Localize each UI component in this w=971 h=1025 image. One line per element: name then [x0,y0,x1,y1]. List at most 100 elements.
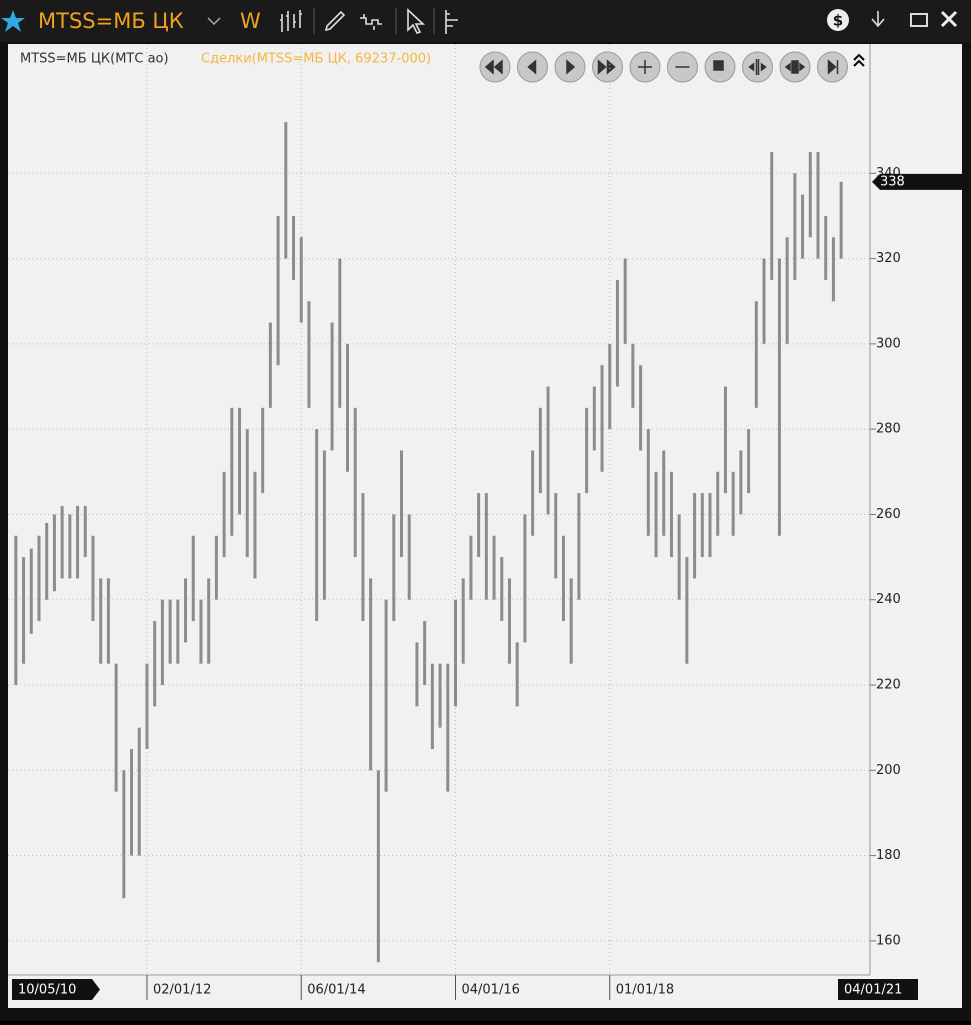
price-bar [492,535,496,600]
price-bar [839,181,843,259]
price-bar [600,365,604,472]
price-bar [83,505,87,558]
navigation-buttons [479,51,848,83]
price-bar [446,663,450,792]
price-bar [45,522,49,600]
minimize-button[interactable] [910,13,928,27]
price-bar [677,514,681,600]
symbol-dropdown[interactable] [207,17,221,26]
price-bar [376,770,380,963]
price-bar [14,535,18,686]
price-bar [608,343,612,430]
price-bar [153,621,157,707]
last-value-tag [872,173,964,190]
price-bar [669,471,673,558]
price-bar [353,407,357,558]
price-bar [52,514,56,592]
currency-button[interactable] [827,9,849,31]
download-button[interactable] [871,11,885,28]
price-bar [793,173,797,280]
price-bar [230,407,234,536]
price-bar [400,450,404,558]
price-bar [299,237,303,323]
date-tag-arrow [92,979,100,1000]
price-bar [762,258,766,344]
price-bar [207,578,211,664]
price-bar [484,493,488,600]
x-tick-label: 10/05/10 [18,983,76,998]
price-bar [284,122,288,259]
price-bar [346,343,350,472]
price-bar [716,471,720,536]
period[interactable]: W [240,9,261,33]
price-bar [538,407,542,494]
price-bar [785,237,789,344]
price-bar [685,557,689,664]
nav-icon [638,60,652,74]
close-button[interactable] [940,10,958,28]
price-bar [415,642,419,707]
price-bar [76,505,80,579]
price-bar [29,548,33,634]
price-bar [654,471,658,558]
nav-icon [484,59,503,75]
price-bar [60,505,64,579]
price-bar [646,429,650,536]
chart-type-button[interactable] [280,10,302,32]
price-bar [615,279,619,387]
draw-button[interactable] [324,10,346,32]
price-bar [831,237,835,302]
price-bar [731,471,735,536]
price-bar [199,599,203,664]
price-bar [261,407,265,494]
price-bar [392,514,396,622]
nav-icon [748,59,767,75]
nav-button[interactable] [742,51,773,83]
collapse-button[interactable] [853,53,865,67]
price-bar [507,578,511,664]
price-bar [145,663,149,749]
price-bar [708,493,712,558]
price-bar [477,493,481,558]
nav-icon [597,59,616,75]
price-bar [438,663,442,728]
nav-icon [566,59,576,75]
price-bar [268,322,272,408]
price-bar [176,599,180,664]
price-bar [276,215,280,366]
price-bar [137,727,141,856]
price-bar [315,429,319,622]
price-bar [407,514,411,600]
price-bar [91,535,95,622]
price-bar [453,599,457,707]
date-tag [12,979,92,1000]
price-bar [106,578,110,664]
price-bar [747,429,751,494]
nav-icon [713,60,724,71]
y-tick-label: 260 [876,507,901,522]
price-bar [37,535,41,622]
price-bar [338,258,342,408]
price-bar [531,450,535,536]
x-tick-label: 04/01/16 [461,983,519,998]
price-bar [500,557,504,622]
price-bar [700,493,704,558]
price-bar [693,493,697,579]
price-bar [307,301,311,408]
symbol[interactable]: MTSS=МБ ЦК [38,9,184,33]
y-tick-label: 280 [876,422,901,437]
cursor-button[interactable] [407,8,426,34]
price-bar [569,578,573,664]
price-bar [631,343,635,408]
favorite-star[interactable] [1,10,25,32]
price-bar [592,386,596,451]
volume-profile-button[interactable] [445,10,458,34]
price-bar [808,151,812,238]
nav-icon [827,59,839,75]
price-bar [114,663,118,792]
price-bar [184,578,188,643]
price-bar [384,599,388,792]
nav-icon [527,59,537,75]
studies-button[interactable] [360,14,382,30]
price-bar [191,535,195,622]
